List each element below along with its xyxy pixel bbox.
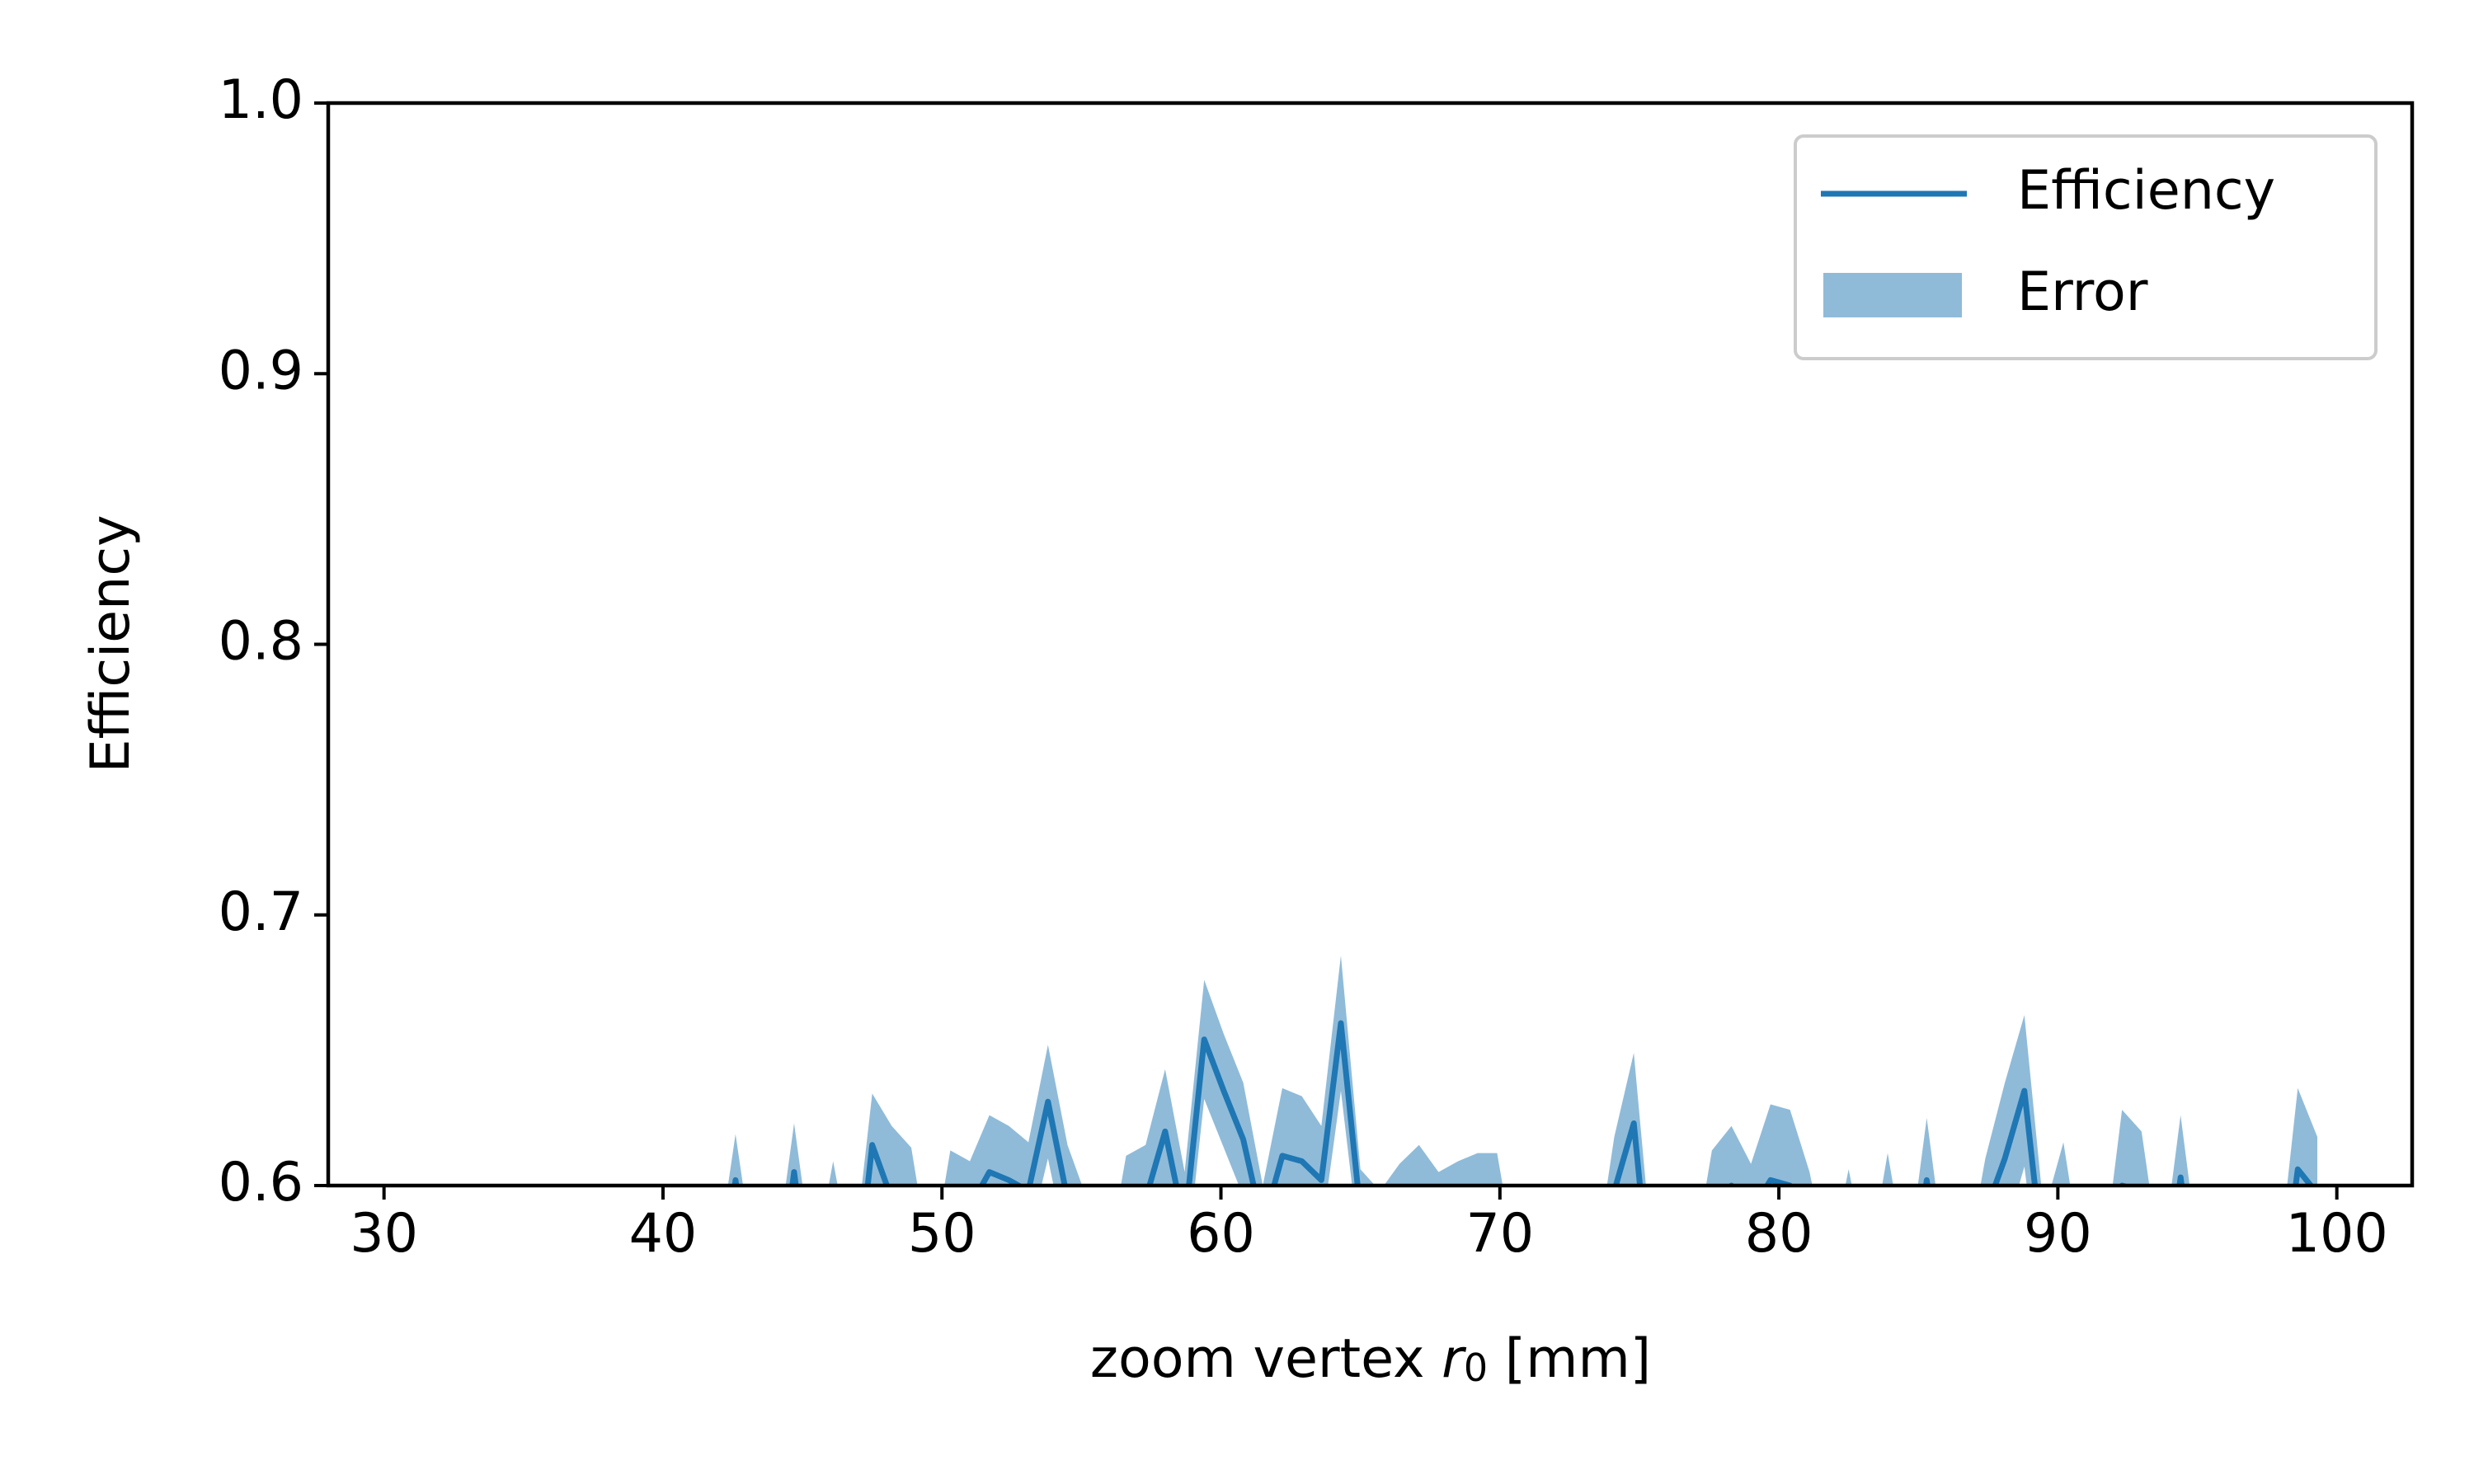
- x-tick-label: 40: [629, 1203, 698, 1265]
- y-tick-label: 0.6: [219, 1152, 303, 1214]
- y-tick-label: 0.9: [219, 340, 303, 402]
- y-tick-label: 0.8: [219, 611, 303, 673]
- x-tick-label: 50: [908, 1203, 976, 1265]
- legend-label: Error: [2017, 261, 2148, 323]
- x-tick-label: 60: [1187, 1203, 1255, 1265]
- plot-area: [727, 955, 2317, 1186]
- legend: Efficiency Error: [1794, 134, 2378, 360]
- x-label-subscript: 0: [1464, 1345, 1488, 1390]
- legend-label: Efficiency: [2017, 160, 2275, 222]
- x-tick-label: 90: [2024, 1203, 2092, 1265]
- line: [731, 1020, 2315, 1186]
- x-label-text: zoom vertex: [1090, 1328, 1442, 1390]
- y-axis-label: Efficiency: [80, 514, 142, 773]
- error-band: [727, 955, 2317, 1186]
- y-tick-label: 1.0: [219, 69, 303, 131]
- y-tick-label: 0.7: [219, 881, 303, 943]
- x-label-unit: [mm]: [1488, 1328, 1651, 1390]
- legend-patch: [1823, 273, 1962, 317]
- x-tick-label: 70: [1465, 1203, 1534, 1265]
- x-axis-label: zoom vertex r0 [mm]: [1090, 1328, 1651, 1390]
- x-tick-label: 100: [2286, 1203, 2388, 1265]
- x-tick-label: 30: [350, 1203, 418, 1265]
- x-tick-label: 80: [1745, 1203, 1813, 1265]
- x-label-symbol: r: [1442, 1328, 1467, 1390]
